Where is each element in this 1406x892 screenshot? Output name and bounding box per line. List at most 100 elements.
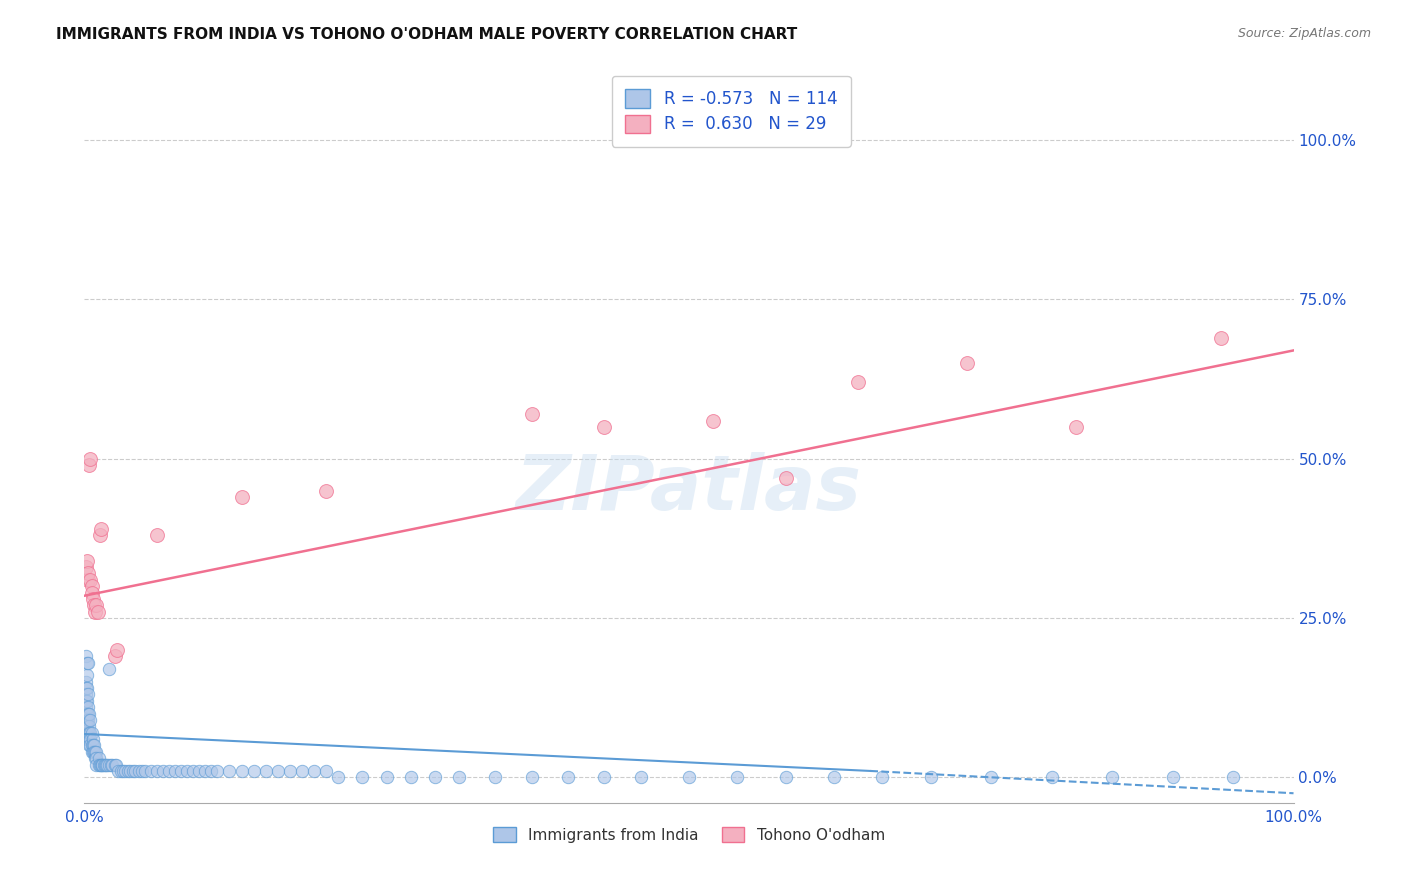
Point xyxy=(146,764,169,778)
Point xyxy=(77,656,100,670)
Point xyxy=(165,764,187,778)
Point xyxy=(956,356,979,370)
Point xyxy=(846,376,869,390)
Point xyxy=(76,719,98,733)
Point xyxy=(254,764,277,778)
Point xyxy=(82,591,104,606)
Point xyxy=(980,770,1002,784)
Point xyxy=(84,751,107,765)
Point xyxy=(75,706,97,721)
Point xyxy=(80,725,103,739)
Point xyxy=(134,764,156,778)
Point xyxy=(75,732,97,747)
Point xyxy=(83,599,105,613)
Point xyxy=(557,770,579,784)
Point xyxy=(76,656,98,670)
Point xyxy=(157,764,180,778)
Legend: Immigrants from India, Tohono O'odham: Immigrants from India, Tohono O'odham xyxy=(486,821,891,848)
Point xyxy=(520,770,543,784)
Point xyxy=(86,751,108,765)
Point xyxy=(77,725,100,739)
Point xyxy=(83,745,105,759)
Point xyxy=(76,706,98,721)
Point xyxy=(520,407,543,421)
Text: Source: ZipAtlas.com: Source: ZipAtlas.com xyxy=(1237,27,1371,40)
Point xyxy=(152,764,174,778)
Point xyxy=(89,757,111,772)
Point xyxy=(593,420,616,434)
Point xyxy=(91,757,114,772)
Point xyxy=(352,770,374,784)
Point xyxy=(90,522,112,536)
Point xyxy=(775,471,797,485)
Point xyxy=(79,573,101,587)
Point xyxy=(97,662,120,676)
Point xyxy=(101,757,124,772)
Point xyxy=(77,739,100,753)
Point xyxy=(139,764,162,778)
Point xyxy=(77,566,100,581)
Point xyxy=(1209,331,1232,345)
Point xyxy=(823,770,845,784)
Point xyxy=(77,719,100,733)
Point xyxy=(112,764,135,778)
Point xyxy=(120,764,142,778)
Point xyxy=(86,757,108,772)
Point xyxy=(77,706,100,721)
Point xyxy=(87,757,110,772)
Point xyxy=(77,458,100,472)
Point xyxy=(170,764,193,778)
Point xyxy=(75,700,97,714)
Point xyxy=(91,757,114,772)
Point xyxy=(484,770,506,784)
Point xyxy=(86,599,108,613)
Point xyxy=(77,573,100,587)
Point xyxy=(84,745,107,759)
Point xyxy=(104,757,127,772)
Point xyxy=(104,649,127,664)
Point xyxy=(90,757,112,772)
Point xyxy=(267,764,290,778)
Point xyxy=(146,528,169,542)
Point xyxy=(110,764,132,778)
Point xyxy=(75,694,97,708)
Point xyxy=(117,764,139,778)
Point xyxy=(80,745,103,759)
Point xyxy=(84,605,107,619)
Point xyxy=(82,745,104,759)
Point xyxy=(124,764,146,778)
Point xyxy=(105,643,128,657)
Point xyxy=(80,585,103,599)
Point xyxy=(75,560,97,574)
Point xyxy=(131,764,153,778)
Point xyxy=(1040,770,1063,784)
Point xyxy=(87,751,110,765)
Point xyxy=(375,770,398,784)
Point xyxy=(114,764,136,778)
Point xyxy=(218,764,240,778)
Point xyxy=(181,764,204,778)
Point xyxy=(77,700,100,714)
Point xyxy=(79,725,101,739)
Point xyxy=(194,764,217,778)
Point xyxy=(79,739,101,753)
Text: IMMIGRANTS FROM INDIA VS TOHONO O'ODHAM MALE POVERTY CORRELATION CHART: IMMIGRANTS FROM INDIA VS TOHONO O'ODHAM … xyxy=(56,27,797,42)
Point xyxy=(593,770,616,784)
Point xyxy=(82,739,104,753)
Point xyxy=(630,770,652,784)
Point xyxy=(79,713,101,727)
Point xyxy=(75,681,97,695)
Point xyxy=(75,725,97,739)
Point xyxy=(94,757,117,772)
Point xyxy=(1222,770,1244,784)
Point xyxy=(83,739,105,753)
Point xyxy=(242,764,264,778)
Point xyxy=(302,764,325,778)
Point xyxy=(107,764,129,778)
Point xyxy=(77,732,100,747)
Point xyxy=(328,770,350,784)
Point xyxy=(76,668,98,682)
Point xyxy=(93,757,115,772)
Point xyxy=(76,694,98,708)
Point xyxy=(75,688,97,702)
